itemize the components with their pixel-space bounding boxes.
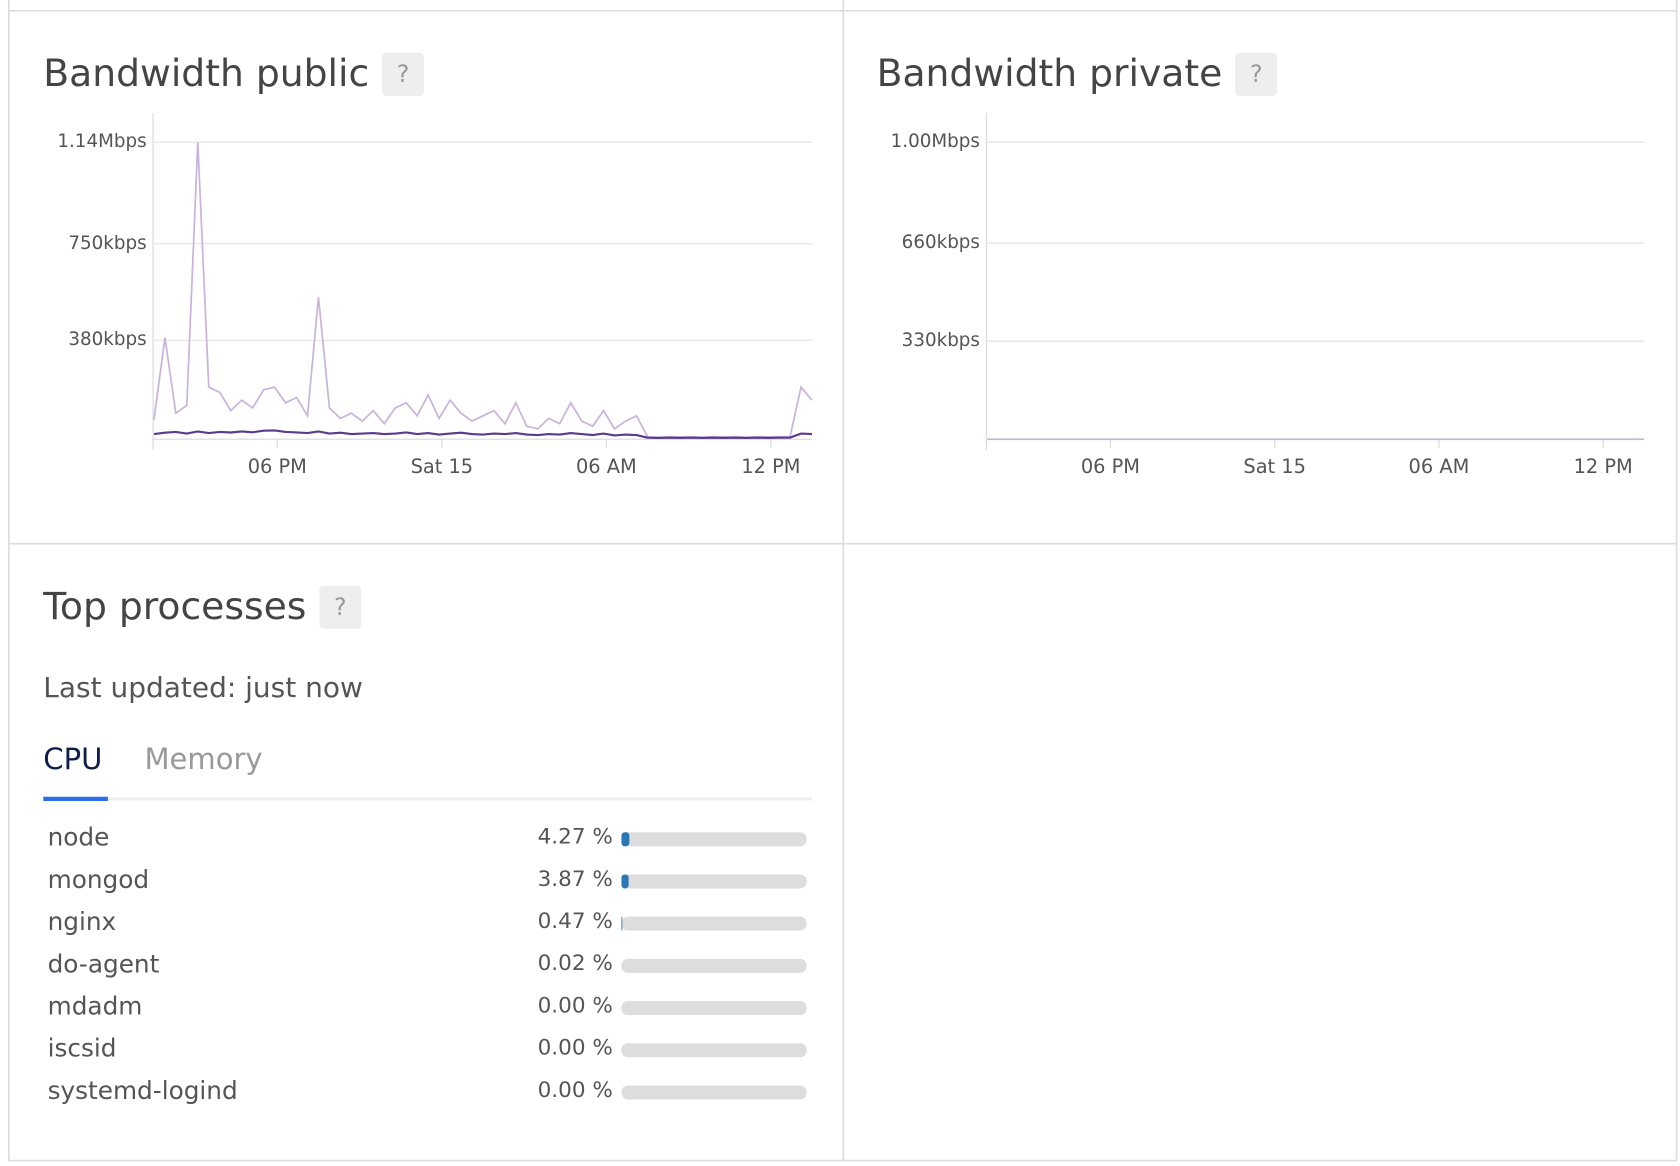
help-button[interactable] [382, 52, 425, 96]
help-button[interactable] [1235, 52, 1278, 96]
process-name: nginx [48, 907, 117, 936]
process-name: systemd-logind [48, 1076, 238, 1105]
panel-title: Bandwidth public [43, 51, 369, 95]
x-tick-label: 06 AM [576, 455, 637, 478]
x-tick-label: 06 PM [248, 455, 307, 478]
y-tick-label: 1.14Mbps [57, 131, 146, 152]
panel-title: Bandwidth private [877, 51, 1223, 95]
process-value: 0.00 % [538, 993, 613, 1018]
x-tick-label: 06 AM [1409, 455, 1470, 478]
series-line [153, 429, 813, 440]
tab-cpu[interactable]: CPU [43, 742, 102, 776]
x-tick-label: 12 PM [741, 455, 800, 478]
usage-track [621, 1001, 807, 1016]
panel-borders [8, 0, 1678, 1162]
help-icon: ? [1250, 60, 1263, 88]
process-name: node [48, 823, 110, 852]
process-name: mongod [48, 865, 150, 894]
usage-track [621, 1043, 807, 1058]
usage-bar [621, 916, 623, 931]
usage-track [621, 874, 807, 889]
x-tick-label: Sat 15 [411, 455, 474, 478]
process-value: 0.02 % [538, 951, 613, 976]
process-name: mdadm [48, 992, 143, 1021]
x-tick-label: 06 PM [1081, 455, 1140, 478]
y-tick-label: 330kbps [902, 330, 980, 351]
usage-track [621, 832, 807, 847]
process-value: 0.47 % [538, 909, 613, 934]
y-tick-label: 1.00Mbps [891, 131, 980, 152]
series-line [153, 142, 813, 439]
usage-bar [621, 832, 630, 847]
usage-bar [621, 874, 629, 889]
process-name: iscsid [48, 1034, 117, 1063]
usage-track [621, 916, 807, 931]
help-icon: ? [334, 593, 347, 621]
last-updated: Last updated: just now [43, 671, 363, 704]
x-tick-label: 12 PM [1574, 455, 1633, 478]
usage-track [621, 1085, 807, 1100]
process-value: 0.00 % [538, 1078, 613, 1103]
process-value: 3.87 % [538, 867, 613, 892]
process-value: 0.00 % [538, 1036, 613, 1061]
process-name: do-agent [48, 949, 160, 978]
y-tick-label: 750kbps [68, 233, 146, 254]
help-icon: ? [397, 60, 410, 88]
panel-title: Top processes [42, 584, 306, 628]
y-tick-label: 380kbps [68, 329, 146, 350]
usage-track [621, 958, 807, 973]
process-value: 4.27 % [538, 825, 613, 850]
help-button[interactable] [319, 585, 362, 629]
x-tick-label: Sat 15 [1243, 455, 1306, 478]
y-tick-label: 660kbps [902, 232, 980, 253]
tab-memory[interactable]: Memory [144, 742, 262, 776]
